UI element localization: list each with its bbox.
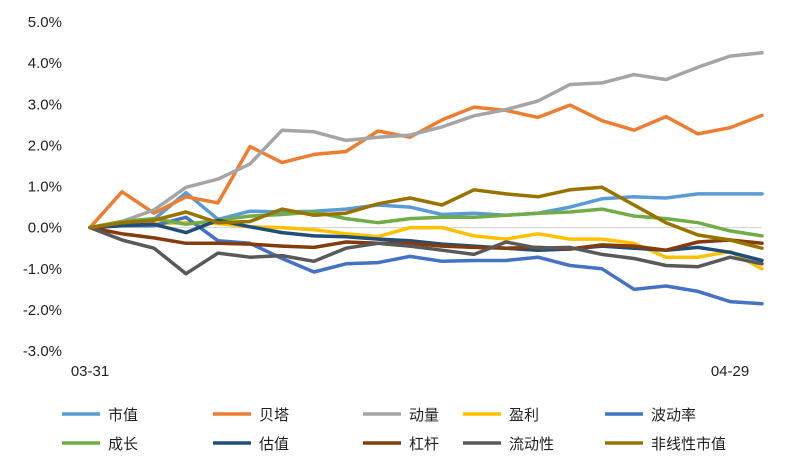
series-line bbox=[88, 51, 764, 230]
series-line bbox=[88, 215, 764, 306]
legend-label: 非线性市值 bbox=[651, 435, 726, 453]
legend-label: 动量 bbox=[409, 406, 439, 424]
series-line bbox=[88, 190, 764, 230]
legend-label: 杠杆 bbox=[409, 435, 439, 453]
legend-label: 成长 bbox=[108, 435, 138, 453]
y-tick-label: 5.0% bbox=[28, 14, 62, 31]
series-lines bbox=[88, 51, 764, 306]
y-tick-label: 2.0% bbox=[28, 137, 62, 154]
y-tick-label: -3.0% bbox=[23, 343, 62, 360]
legend-label: 波动率 bbox=[651, 406, 696, 424]
x-tick-label: 03-31 bbox=[71, 363, 109, 380]
series-line bbox=[88, 185, 764, 250]
series-line bbox=[88, 225, 764, 276]
y-tick-label: 1.0% bbox=[28, 179, 62, 196]
series-line bbox=[88, 103, 764, 230]
legend-label: 贝塔 bbox=[259, 406, 289, 424]
y-tick-label: -1.0% bbox=[23, 261, 62, 278]
y-axis: 5.0% 4.0% 3.0% 2.0% 1.0% 0.0% -1.0% -2.0% -3.0% bbox=[23, 14, 62, 360]
legend-label: 估值 bbox=[259, 435, 289, 453]
y-tick-label: 4.0% bbox=[28, 55, 62, 72]
series-line bbox=[88, 207, 764, 238]
legend-label: 市值 bbox=[108, 406, 138, 424]
y-tick-label: 3.0% bbox=[28, 96, 62, 113]
series-line bbox=[88, 225, 764, 252]
legend-label: 盈利 bbox=[509, 406, 539, 424]
legend-label: 流动性 bbox=[509, 435, 554, 453]
x-tick-label: 04-29 bbox=[711, 363, 749, 380]
y-tick-label: 0.0% bbox=[28, 220, 62, 237]
y-tick-label: -2.0% bbox=[23, 302, 62, 319]
